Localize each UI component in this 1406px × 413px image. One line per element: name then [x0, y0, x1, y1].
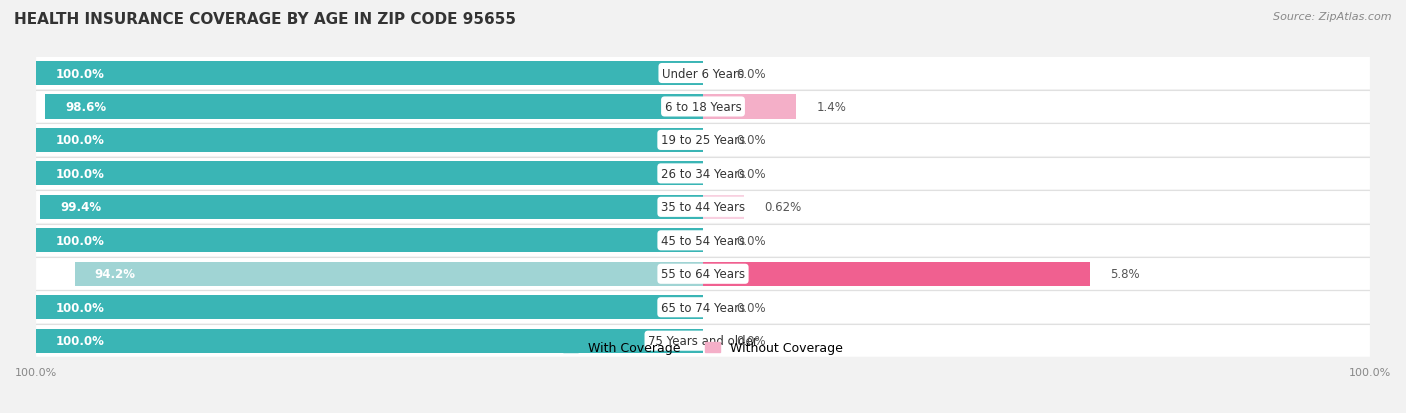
FancyBboxPatch shape: [37, 325, 1369, 357]
Text: 100.0%: 100.0%: [56, 134, 105, 147]
Text: 45 to 54 Years: 45 to 54 Years: [661, 234, 745, 247]
Bar: [37, 295, 703, 320]
Text: 5.8%: 5.8%: [1109, 268, 1139, 280]
Text: 0.0%: 0.0%: [737, 234, 766, 247]
Text: Under 6 Years: Under 6 Years: [662, 67, 744, 80]
Text: 0.0%: 0.0%: [737, 168, 766, 180]
Bar: [37, 162, 703, 186]
Bar: [75, 262, 703, 286]
Text: 0.0%: 0.0%: [737, 134, 766, 147]
Bar: [45, 95, 703, 119]
Legend: With Coverage, Without Coverage: With Coverage, Without Coverage: [558, 337, 848, 359]
Text: 0.0%: 0.0%: [737, 301, 766, 314]
FancyBboxPatch shape: [37, 292, 1369, 323]
Text: 0.0%: 0.0%: [737, 67, 766, 80]
Text: 26 to 34 Years: 26 to 34 Years: [661, 168, 745, 180]
FancyBboxPatch shape: [37, 191, 1369, 223]
Bar: [41, 195, 703, 219]
FancyBboxPatch shape: [37, 58, 1369, 90]
Bar: [37, 128, 703, 153]
FancyBboxPatch shape: [37, 91, 1369, 123]
FancyBboxPatch shape: [37, 158, 1369, 190]
Text: 6 to 18 Years: 6 to 18 Years: [665, 101, 741, 114]
Text: 19 to 25 Years: 19 to 25 Years: [661, 134, 745, 147]
Text: 100.0%: 100.0%: [56, 234, 105, 247]
Text: 35 to 44 Years: 35 to 44 Years: [661, 201, 745, 214]
Bar: [37, 329, 703, 353]
FancyBboxPatch shape: [37, 125, 1369, 157]
Text: 65 to 74 Years: 65 to 74 Years: [661, 301, 745, 314]
Text: 99.4%: 99.4%: [60, 201, 101, 214]
Text: 100.0%: 100.0%: [56, 335, 105, 347]
FancyBboxPatch shape: [37, 258, 1369, 290]
Text: HEALTH INSURANCE COVERAGE BY AGE IN ZIP CODE 95655: HEALTH INSURANCE COVERAGE BY AGE IN ZIP …: [14, 12, 516, 27]
Text: 94.2%: 94.2%: [94, 268, 136, 280]
Text: 100.0%: 100.0%: [56, 301, 105, 314]
Bar: [703, 95, 796, 119]
Text: 0.0%: 0.0%: [737, 335, 766, 347]
Text: 100.0%: 100.0%: [56, 168, 105, 180]
Text: 55 to 64 Years: 55 to 64 Years: [661, 268, 745, 280]
Bar: [703, 195, 744, 219]
FancyBboxPatch shape: [37, 225, 1369, 257]
Text: 75 Years and older: 75 Years and older: [648, 335, 758, 347]
Bar: [703, 262, 1090, 286]
Text: 100.0%: 100.0%: [56, 67, 105, 80]
Text: 98.6%: 98.6%: [66, 101, 107, 114]
Bar: [37, 62, 703, 86]
Bar: [37, 229, 703, 253]
Text: 0.62%: 0.62%: [765, 201, 801, 214]
Text: 1.4%: 1.4%: [817, 101, 846, 114]
Text: Source: ZipAtlas.com: Source: ZipAtlas.com: [1274, 12, 1392, 22]
